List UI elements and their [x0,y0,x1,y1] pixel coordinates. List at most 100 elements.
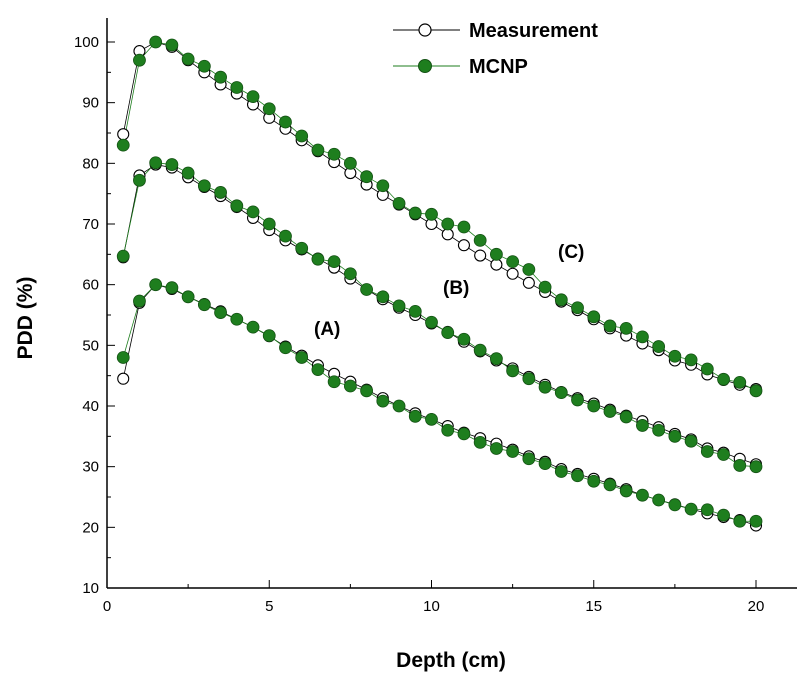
mcnp-point-b [489,352,503,366]
mcnp-point-a [230,312,244,326]
y-tick-label: 40 [82,398,99,415]
x-tick-label: 15 [585,598,602,615]
mcnp-point-b [441,326,455,339]
mcnp-point-b [603,405,617,418]
mcnp-point-c [392,196,406,210]
mcnp-point-c [587,310,601,324]
mcnp-point-b [133,173,146,187]
measurement-point-c [117,128,130,141]
mcnp-point-a [522,452,536,466]
y-tick-label: 60 [82,277,99,294]
y-tick-label: 10 [82,580,99,597]
mcnp-point-b [684,434,698,448]
mcnp-point-b [717,448,730,461]
x-tick-label: 20 [748,598,765,615]
mcnp-point-b [636,419,649,432]
mcnp-point-c [700,362,714,376]
mcnp-point-a [408,409,422,423]
mcnp-point-a [603,478,617,492]
mcnp-point-b [327,255,341,269]
mcnp-point-a [197,298,211,312]
mcnp-point-b [652,423,666,437]
legend-measurement-marker [418,23,432,37]
measurement-point-a [117,372,130,385]
mcnp-point-b [425,315,438,329]
y-tick-label: 20 [82,519,99,536]
mcnp-point-a [279,341,292,355]
mcnp-point-a [360,384,374,398]
mcnp-point-c [554,293,568,307]
mcnp-point-c [279,115,292,129]
measurement-point-c [490,258,503,271]
mcnp-point-b [295,241,309,255]
y-axis-title: PDD (%) [14,277,37,360]
x-axis-title: Depth (cm) [396,649,506,672]
mcnp-point-b [149,156,163,170]
mcnp-point-b [457,332,471,346]
mcnp-point-c [522,263,536,276]
mcnp-point-a [489,442,503,455]
mcnp-line-a [122,284,756,522]
mcnp-point-c [165,38,179,52]
y-tick-label: 50 [82,337,99,354]
mcnp-point-c [408,206,422,220]
legend-mcnp-marker [418,59,432,73]
x-tick-label: 5 [265,598,273,615]
mcnp-point-b [522,372,536,386]
mcnp-point-b [181,166,195,180]
mcnp-point-c [214,70,227,84]
mcnp-point-c [327,147,341,161]
mcnp-point-c [311,143,325,157]
annotation-b: (B) [443,278,469,299]
mcnp-point-c [652,340,666,353]
mcnp-point-a [700,503,714,517]
measurement-point-c [457,239,471,252]
mcnp-point-c [230,81,244,94]
mcnp-point-c [749,384,763,398]
mcnp-point-a [733,514,747,528]
data-series [116,35,763,532]
mcnp-point-a [149,278,163,292]
mcnp-point-a [538,457,552,471]
mcnp-point-b [554,386,568,400]
mcnp-point-c [149,35,163,49]
mcnp-point-c [133,53,146,67]
measurement-point-c [506,267,519,280]
mcnp-point-b [571,393,584,407]
mcnp-point-a [652,493,666,507]
mcnp-point-a [311,363,325,377]
mcnp-point-b [408,304,422,318]
y-tick-label: 100 [74,34,99,51]
axes [106,18,797,589]
y-tick-label: 80 [82,155,99,172]
mcnp-point-b [116,249,130,263]
measurement-line-a [122,284,757,526]
mcnp-point-c [360,170,374,184]
legend: Measurement MCNP [393,20,598,78]
mcnp-point-a [295,351,309,364]
mcnp-point-c [668,349,682,363]
mcnp-point-b [668,429,682,443]
mcnp-point-a [749,514,763,528]
mcnp-point-c [684,353,698,367]
annotation-a: (A) [314,319,340,340]
mcnp-point-b [733,459,747,472]
mcnp-point-a [554,465,568,478]
mcnp-point-c [246,90,260,103]
mcnp-point-a [668,498,682,512]
mcnp-point-b [376,290,390,304]
mcnp-point-a [327,375,341,389]
mcnp-point-b [392,299,406,313]
mcnp-point-a [376,394,390,408]
mcnp-point-c [425,207,438,221]
y-tick-label: 90 [82,95,99,112]
mcnp-point-b [700,445,714,458]
mcnp-point-a [425,412,438,426]
mcnp-point-a [262,329,276,343]
mcnp-point-c [343,156,357,170]
mcnp-point-b [619,410,633,424]
mcnp-point-b [165,158,179,171]
mcnp-point-c [197,59,211,73]
mcnp-point-c [619,321,633,335]
